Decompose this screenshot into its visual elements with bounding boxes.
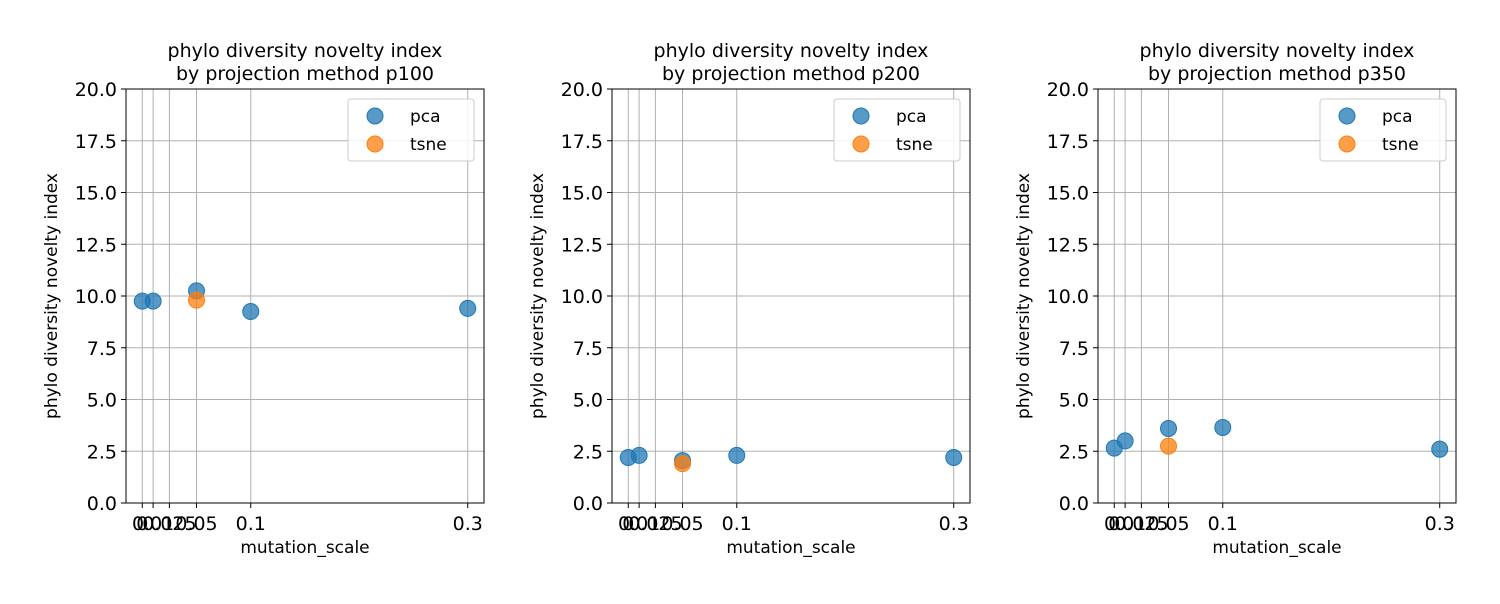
legend-marker-tsne <box>1338 135 1356 153</box>
x-tick-label: 0 <box>622 513 634 535</box>
y-tick-label: 20.0 <box>561 79 603 101</box>
axes-frame <box>125 88 485 504</box>
chart-title: phylo diversity novelty index <box>168 40 443 62</box>
x-tick-label: 0.3 <box>1425 513 1455 535</box>
legend-marker-pca <box>852 107 870 125</box>
y-tick-label: 0.0 <box>573 493 603 515</box>
data-point-pca <box>242 303 260 321</box>
axes-frame <box>1097 88 1457 504</box>
x-tick-label: 0.1 <box>722 513 752 535</box>
chart-panel-3: 0.0 2.5 5.0 7.5 10.0 12.5 15.0 17.5 20.0 00.010.0… <box>1014 40 1457 558</box>
chart-subtitle: by projection method p100 <box>176 63 434 85</box>
x-tick-label: 0 <box>136 513 148 535</box>
y-axis-label: phylo diversity novelty index <box>1014 173 1034 419</box>
x-tick-label: 0.01 <box>618 513 660 535</box>
y-tick-label: 12.5 <box>75 234 117 256</box>
y-tick-label: 15.0 <box>561 183 603 205</box>
legend-label-tsne: tsne <box>896 135 933 155</box>
y-tick-label: 2.5 <box>1059 441 1089 463</box>
y-tick-label: 0.0 <box>87 493 117 515</box>
chart-panel-1: 0.0 2.5 5.0 7.5 10.0 12.5 15.0 17.5 20.0 00.010.0… <box>42 40 485 558</box>
y-tick-label: 5.0 <box>573 390 603 412</box>
data-point-tsne <box>674 455 692 473</box>
data-point-pca <box>1116 432 1134 450</box>
chart-panel-2: 0.0 2.5 5.0 7.5 10.0 12.5 15.0 17.5 20.0 00.010.0… <box>528 40 971 558</box>
axes-frame <box>611 88 971 504</box>
y-tick-label: 2.5 <box>573 441 603 463</box>
legend-label-tsne: tsne <box>1382 135 1419 155</box>
chart-title: phylo diversity novelty index <box>654 40 929 62</box>
chart-subtitle: by projection method p200 <box>662 63 920 85</box>
data-point-tsne <box>1160 437 1178 455</box>
legend-label-pca: pca <box>896 107 927 127</box>
y-tick-label: 17.5 <box>1047 131 1089 153</box>
y-tick-label: 12.5 <box>561 234 603 256</box>
x-tick-label: 0.05 <box>661 513 703 535</box>
data-point-pca <box>728 446 746 464</box>
y-tick-label: 7.5 <box>87 338 117 360</box>
x-tick-label: 0 <box>1108 513 1120 535</box>
y-tick-label: 5.0 <box>87 390 117 412</box>
x-tick-label: 0.025 <box>142 513 196 535</box>
legend-marker-pca <box>1338 107 1356 125</box>
chart-subtitle: by projection method p350 <box>1148 63 1406 85</box>
data-point-pca <box>1160 419 1178 437</box>
data-point-pca <box>1214 418 1232 436</box>
data-point-tsne <box>188 291 206 309</box>
x-axis-label: mutation_scale <box>726 538 855 558</box>
data-point-pca <box>630 446 648 464</box>
data-point-pca <box>1431 440 1449 458</box>
y-tick-label: 10.0 <box>561 286 603 308</box>
y-tick-label: 15.0 <box>1047 183 1089 205</box>
y-tick-label: 12.5 <box>1047 234 1089 256</box>
y-tick-label: 10.0 <box>75 286 117 308</box>
x-tick-label: 0.05 <box>175 513 217 535</box>
x-tick-label: 0.025 <box>628 513 682 535</box>
y-axis-label: phylo diversity novelty index <box>42 173 62 419</box>
y-tick-label: 17.5 <box>75 131 117 153</box>
y-tick-label: 15.0 <box>75 183 117 205</box>
legend-label-pca: pca <box>410 107 441 127</box>
x-tick-label: 0.01 <box>132 513 174 535</box>
data-point-pca <box>459 299 477 317</box>
x-tick-label: 0.1 <box>1208 513 1238 535</box>
chart-title: phylo diversity novelty index <box>1140 40 1415 62</box>
legend-label-pca: pca <box>1382 107 1413 127</box>
legend-marker-tsne <box>366 135 384 153</box>
x-tick-label: 0.3 <box>939 513 969 535</box>
x-axis-label: mutation_scale <box>1212 538 1341 558</box>
x-tick-label: 0.05 <box>1147 513 1189 535</box>
y-tick-label: 20.0 <box>75 79 117 101</box>
x-axis-label: mutation_scale <box>240 538 369 558</box>
x-tick-label: 0.1 <box>236 513 266 535</box>
data-point-pca <box>144 292 162 310</box>
y-tick-label: 0.0 <box>1059 493 1089 515</box>
y-tick-label: 5.0 <box>1059 390 1089 412</box>
y-tick-label: 20.0 <box>1047 79 1089 101</box>
y-axis-label: phylo diversity novelty index <box>528 173 548 419</box>
y-tick-label: 2.5 <box>87 441 117 463</box>
x-tick-label: 0.025 <box>1114 513 1168 535</box>
legend-marker-pca <box>366 107 384 125</box>
y-tick-label: 10.0 <box>1047 286 1089 308</box>
y-tick-label: 17.5 <box>561 131 603 153</box>
y-tick-label: 7.5 <box>1059 338 1089 360</box>
y-tick-label: 7.5 <box>573 338 603 360</box>
legend-label-tsne: tsne <box>410 135 447 155</box>
x-tick-label: 0.01 <box>1104 513 1146 535</box>
legend-marker-tsne <box>852 135 870 153</box>
data-point-pca <box>945 448 963 466</box>
x-tick-label: 0.3 <box>453 513 483 535</box>
